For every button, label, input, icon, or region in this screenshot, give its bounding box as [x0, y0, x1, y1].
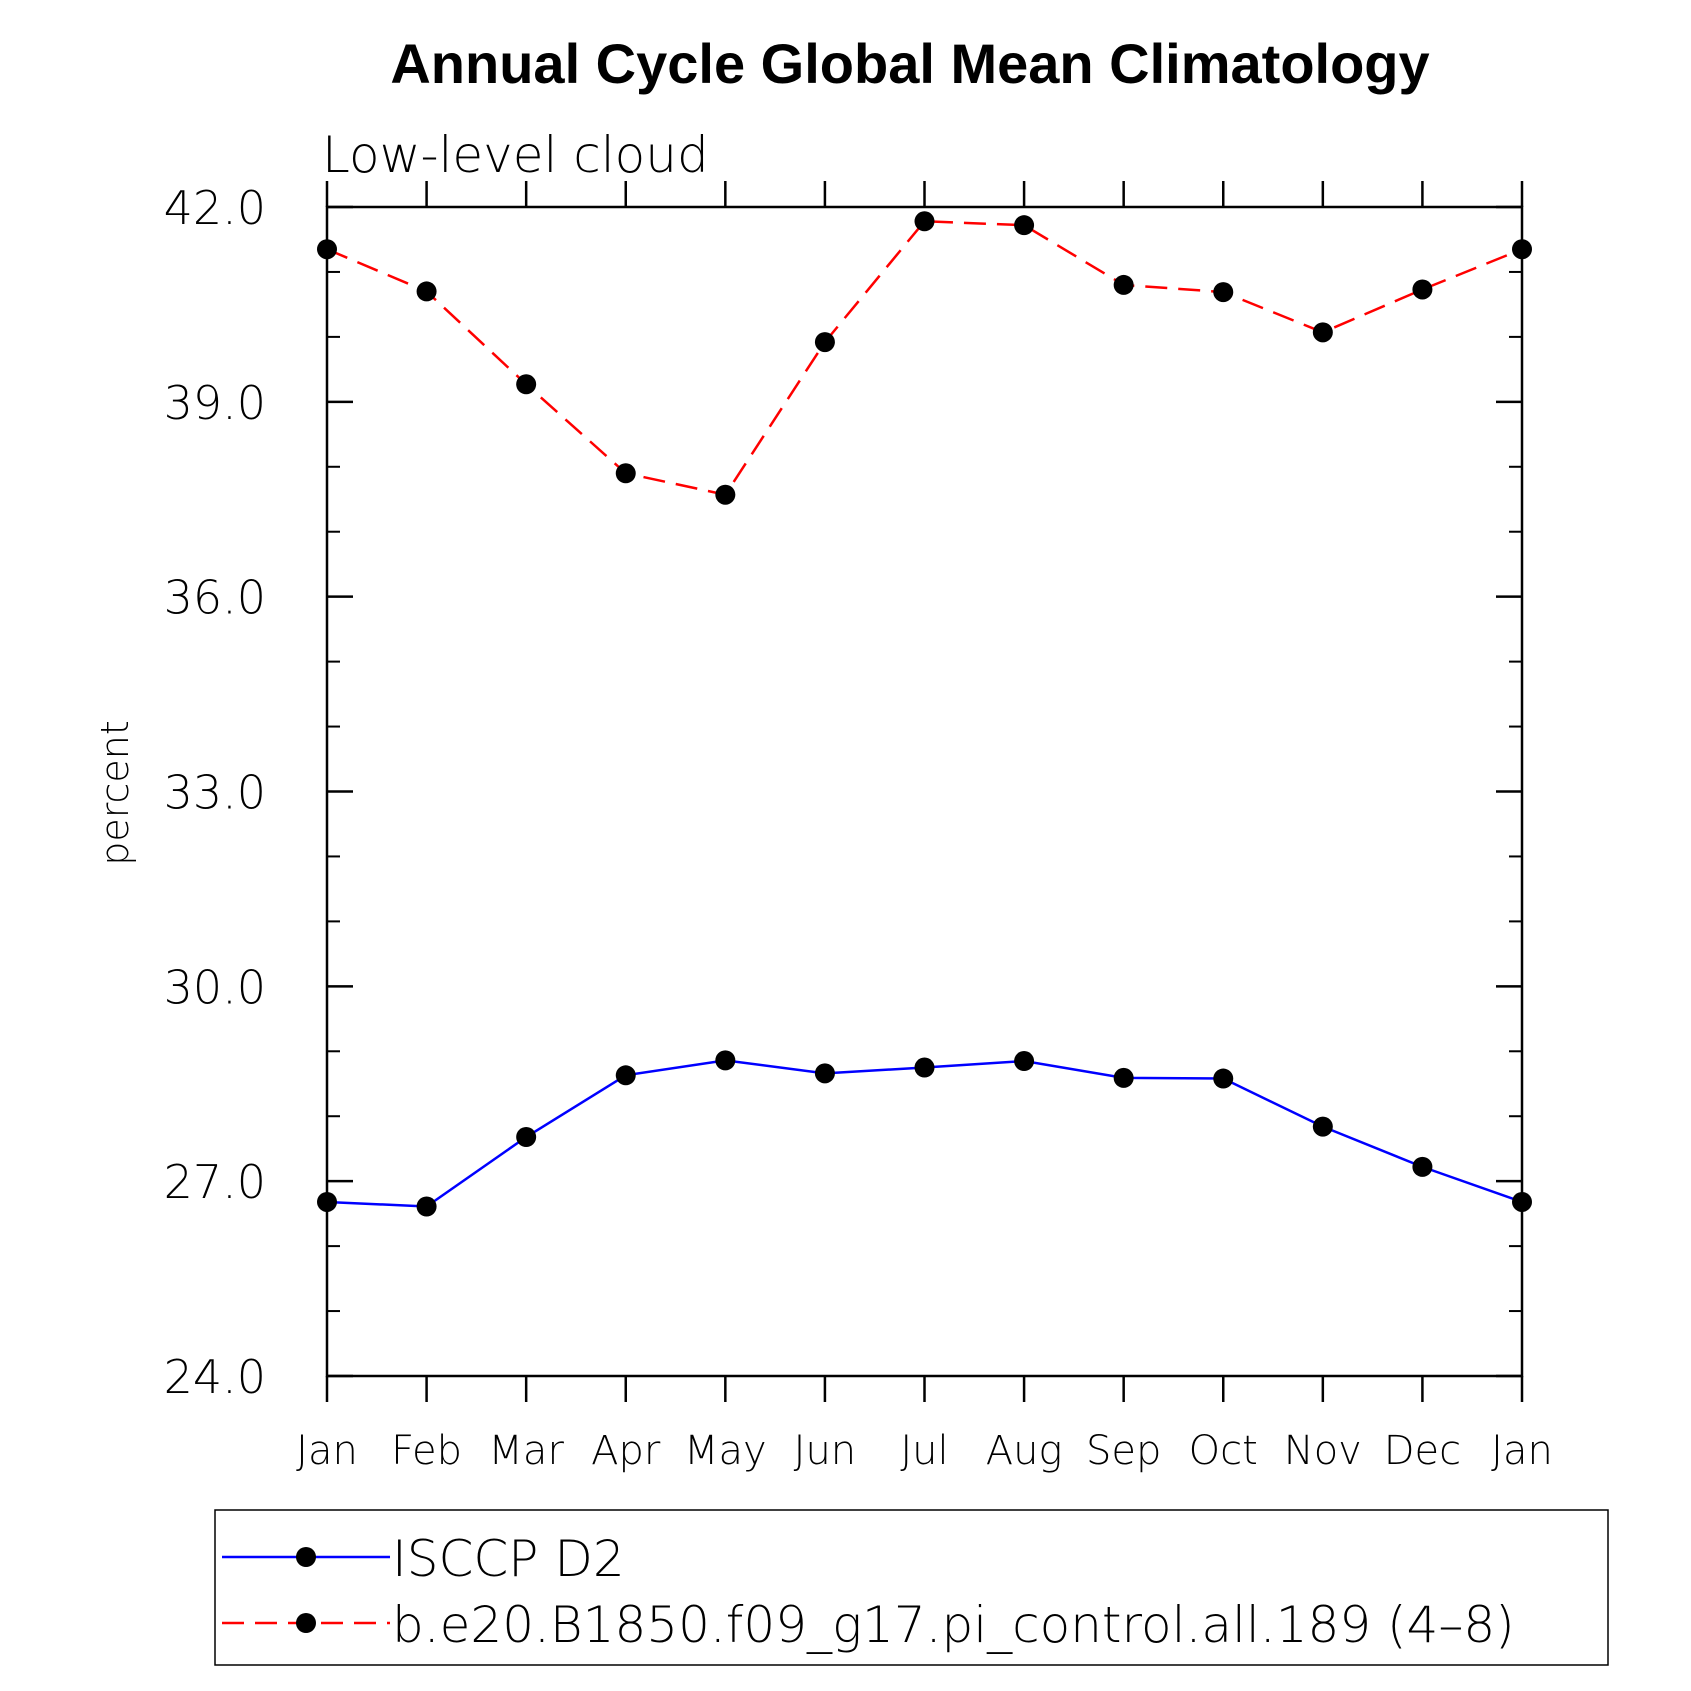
- series-0-point: [814, 1063, 835, 1084]
- series-1-point: [1113, 274, 1134, 295]
- series-1-point: [615, 463, 636, 484]
- series-1-point: [715, 484, 736, 505]
- y-tick-labels: 24.0 27.0 30.0 33.0 36.0 39.0 42.0: [164, 181, 266, 1404]
- series-1-point: [516, 374, 537, 395]
- x-tick-label: Jun: [794, 1428, 857, 1474]
- x-tick-label: May: [684, 1428, 767, 1474]
- y-axis-label: percent: [93, 720, 137, 866]
- legend-label-model: b.e20.B1850.f09_g17.pi_control.all.189 (…: [392, 1596, 1515, 1654]
- chart-subtitle: Low-level cloud: [322, 126, 709, 184]
- series-1-point: [416, 281, 437, 302]
- x-tick-labels: Jan Feb Mar Apr May Jun Jul Aug Sep Oct Nov Dec Jan: [296, 1428, 1553, 1474]
- series-1-point: [1312, 322, 1333, 343]
- y-tick-label: 36.0: [164, 571, 266, 625]
- legend-marker-isccp: [296, 1547, 316, 1567]
- x-tick-label: Jul: [900, 1428, 948, 1474]
- series-1-point: [1014, 215, 1035, 236]
- x-tick-label: Feb: [391, 1428, 462, 1474]
- y-tick-label: 30.0: [164, 960, 266, 1014]
- series-0-point: [615, 1065, 636, 1086]
- legend-marker-model: [296, 1613, 316, 1633]
- y-tick-label: 42.0: [164, 181, 266, 235]
- x-tick-label: Jan: [296, 1428, 358, 1474]
- series-0-point: [1412, 1156, 1433, 1177]
- series-0-point: [416, 1196, 437, 1217]
- series-0-point: [1213, 1068, 1234, 1089]
- y-tick-label: 39.0: [164, 376, 266, 430]
- y-tick-label: 33.0: [164, 766, 266, 820]
- series-0-point: [715, 1050, 736, 1071]
- y-tick-label: 27.0: [164, 1155, 266, 1209]
- series-1-point: [1213, 282, 1234, 303]
- legend-label-isccp: ISCCP D2: [392, 1530, 625, 1588]
- series-points: [317, 211, 1532, 1217]
- series-1-point: [914, 211, 935, 232]
- series-1-point: [1412, 279, 1433, 300]
- legend: ISCCP D2 b.e20.B1850.f09_g17.pi_control.…: [214, 1509, 1609, 1666]
- legend-box: [214, 1509, 1609, 1666]
- x-tick-label: Oct: [1189, 1428, 1258, 1474]
- x-tick-label: Aug: [986, 1428, 1063, 1474]
- series-0-point: [1014, 1051, 1035, 1072]
- series-line-1: [326, 220, 1523, 497]
- series-0-point: [1113, 1067, 1134, 1088]
- y-tick-label: 24.0: [164, 1350, 266, 1404]
- series-1-point: [814, 332, 835, 353]
- series-line-0: [326, 1059, 1523, 1208]
- x-tick-label: Jan: [1491, 1428, 1553, 1474]
- plot-frame: [325, 205, 1524, 1378]
- x-tick-label: Dec: [1384, 1428, 1461, 1474]
- series-0-point: [1312, 1116, 1333, 1137]
- x-tick-label: Apr: [591, 1428, 661, 1474]
- chart-title: Annual Cycle Global Mean Climatology: [390, 32, 1429, 95]
- x-tick-label: Nov: [1284, 1428, 1362, 1474]
- x-tick-label: Mar: [488, 1428, 564, 1474]
- series-0-point: [516, 1127, 537, 1148]
- series-0-point: [914, 1057, 935, 1078]
- x-tick-label: Sep: [1086, 1428, 1161, 1474]
